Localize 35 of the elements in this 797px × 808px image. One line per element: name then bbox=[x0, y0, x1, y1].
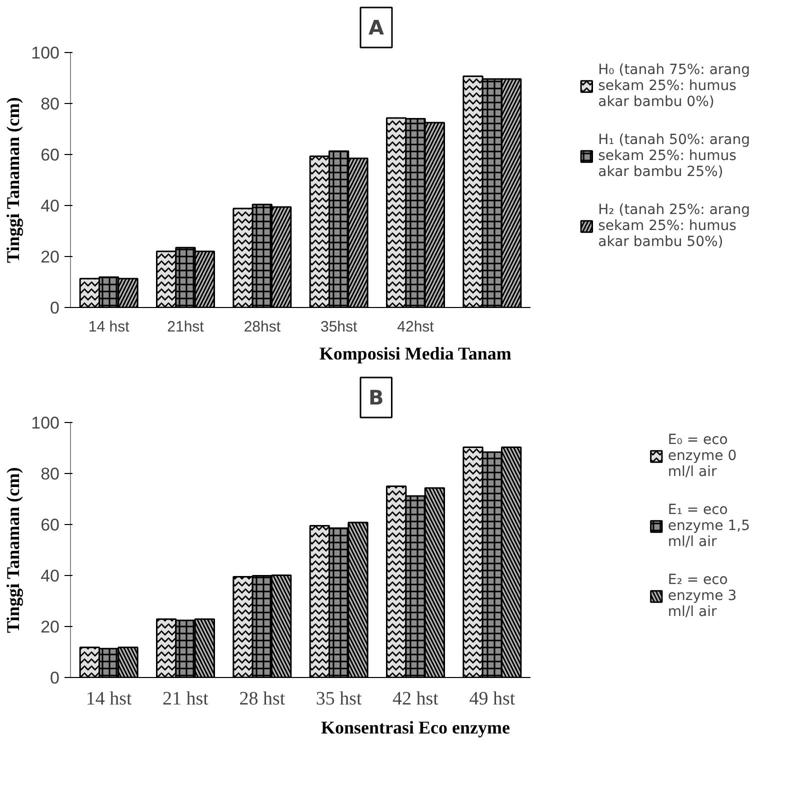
x-tick-label: 28 hst bbox=[239, 688, 286, 710]
x-tick-label: 35 hst bbox=[316, 688, 363, 710]
y-tick-label: 0 bbox=[50, 298, 60, 318]
x-tick-label: 21 hst bbox=[162, 688, 210, 710]
y-tick-label: 40 bbox=[40, 196, 60, 216]
x-tick-label: 21hst bbox=[167, 318, 205, 336]
x-axis-title: Komposisi Media Tanam bbox=[319, 344, 512, 364]
y-tick-label: 0 bbox=[50, 668, 60, 688]
y-tick-label: 60 bbox=[40, 516, 60, 534]
chart-title: B bbox=[368, 386, 384, 410]
legend-label: E₂ = eco enzyme 3 ml/l air bbox=[668, 572, 737, 620]
y-tick-label: 80 bbox=[40, 94, 60, 114]
x-tick-label: 42hst bbox=[397, 318, 435, 336]
y-tick-label: 100 bbox=[31, 414, 60, 432]
y-tick-label: 100 bbox=[31, 44, 60, 62]
y-axis-title: Tinggi Tanaman (cm) bbox=[3, 97, 24, 264]
y-tick-label: 40 bbox=[40, 566, 60, 586]
x-tick-label: 28hst bbox=[244, 318, 282, 336]
x-axis-title: Konsentrasi Eco enzyme bbox=[321, 718, 510, 738]
legend-label: E₀ = eco enzyme 0 ml/l air bbox=[668, 432, 737, 480]
x-tick-label: 49 hst bbox=[469, 688, 516, 710]
y-axis-title: Tinggi Tanaman (cm) bbox=[3, 467, 24, 634]
y-tick-label: 80 bbox=[40, 464, 60, 484]
x-tick-label: 42 hst bbox=[392, 688, 440, 710]
x-tick-label: 14 hst bbox=[86, 688, 133, 710]
chart-title: A bbox=[368, 16, 384, 40]
x-tick-label: 14 hst bbox=[88, 318, 130, 336]
y-tick-label: 20 bbox=[40, 618, 60, 636]
x-tick-label: 35hst bbox=[320, 318, 358, 336]
legend-label: H₁ (tanah 50%: arang sekam 25%: humus akar bambu 25%) bbox=[598, 132, 750, 180]
y-tick-label: 60 bbox=[40, 146, 60, 164]
legend-label: H₂ (tanah 25%: arang sekam 25%: humus akar bambu 50%) bbox=[598, 202, 750, 250]
legend-label: E₁ = eco enzyme 1,5 ml/l air bbox=[668, 502, 750, 550]
y-tick-label: 20 bbox=[40, 248, 60, 266]
legend-label: H₀ (tanah 75%: arang sekam 25%: humus akar bambu 0%) bbox=[598, 62, 750, 110]
